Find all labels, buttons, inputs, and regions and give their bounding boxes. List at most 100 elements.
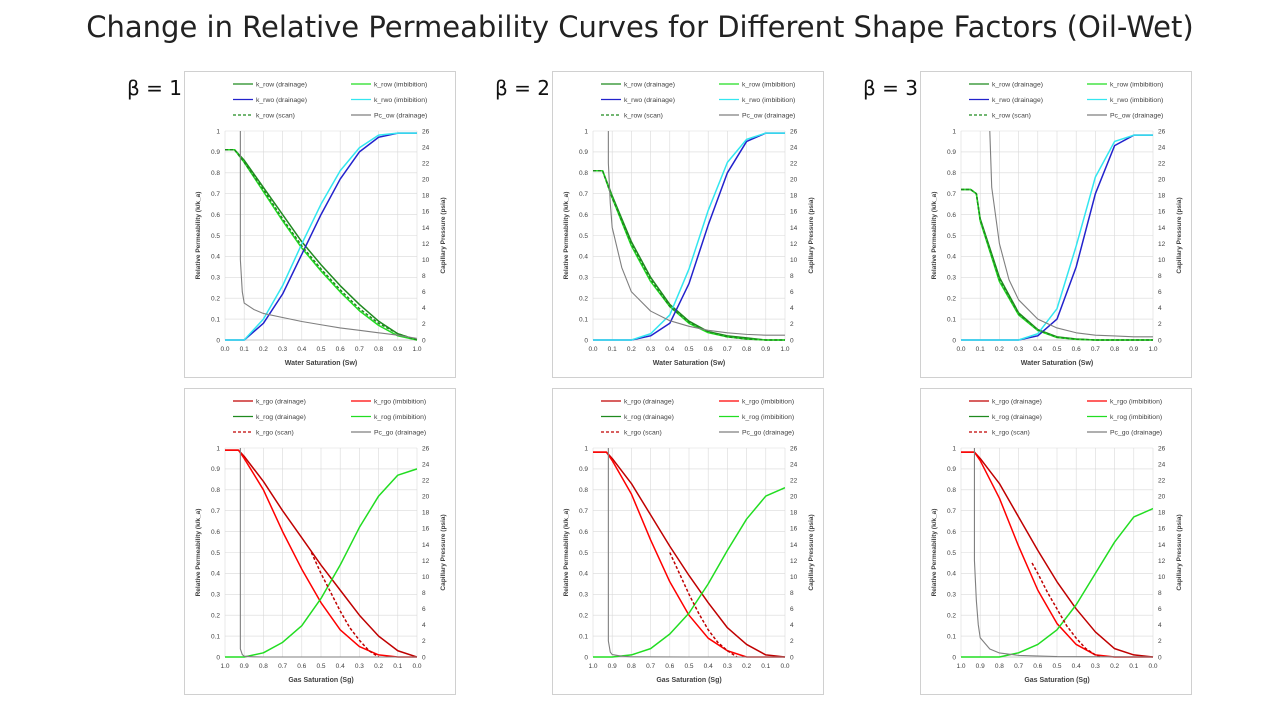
x-axis-title: Water Saturation (Sw) bbox=[653, 360, 725, 367]
x-tick-label: 0.7 bbox=[1014, 663, 1023, 670]
x-tick-label: 0.3 bbox=[278, 346, 287, 353]
x-tick-label: 0.5 bbox=[1052, 346, 1061, 353]
y2-tick-label: 16 bbox=[422, 526, 430, 533]
y2-tick-label: 10 bbox=[1158, 257, 1166, 264]
y2-tick-label: 20 bbox=[790, 494, 798, 501]
y-tick-label: 0 bbox=[952, 337, 956, 344]
y-tick-label: 0.9 bbox=[947, 149, 956, 156]
y2-tick-label: 18 bbox=[422, 193, 430, 200]
x-tick-label: 0.6 bbox=[1033, 663, 1042, 670]
x-tick-label: 0.8 bbox=[742, 346, 751, 353]
y2-tick-label: 22 bbox=[422, 477, 430, 484]
y2-tick-label: 6 bbox=[422, 606, 426, 613]
x-tick-label: 0.6 bbox=[336, 346, 345, 353]
y2-tick-label: 12 bbox=[1158, 558, 1166, 565]
x-tick-label: 0.2 bbox=[627, 346, 636, 353]
legend-label-k-rog-imbibition: k_rog (imbibition) bbox=[1110, 414, 1162, 421]
series-line-pc-go-drainage bbox=[239, 448, 417, 658]
y-tick-label: 0.8 bbox=[579, 487, 588, 494]
y-tick-label: 0.5 bbox=[579, 233, 588, 240]
y2-tick-label: 10 bbox=[422, 574, 430, 581]
x-tick-label: 0.2 bbox=[259, 346, 268, 353]
y2-tick-label: 16 bbox=[790, 209, 798, 216]
series-line-k-rwo-imbibition bbox=[225, 132, 417, 341]
x-tick-label: 0.5 bbox=[316, 346, 325, 353]
y2-tick-label: 18 bbox=[790, 193, 798, 200]
y-tick-label: 0.7 bbox=[947, 191, 956, 198]
x-tick-label: 1.0 bbox=[1148, 346, 1157, 353]
y2-tick-label: 2 bbox=[422, 321, 426, 328]
y2-tick-label: 20 bbox=[1158, 177, 1166, 184]
y-tick-label: 0.1 bbox=[947, 633, 956, 640]
y-tick-label: 0.6 bbox=[211, 212, 220, 219]
x-tick-label: 0.5 bbox=[1052, 663, 1061, 670]
y2-tick-label: 6 bbox=[1158, 606, 1162, 613]
x-tick-label: 0.6 bbox=[665, 663, 674, 670]
y-tick-label: 0 bbox=[584, 337, 588, 344]
y-tick-label: 0.4 bbox=[211, 571, 220, 578]
x-tick-label: 0.2 bbox=[742, 663, 751, 670]
series-line-k-rgo-scan bbox=[1031, 562, 1102, 658]
y2-tick-label: 0 bbox=[790, 654, 794, 661]
y-tick-label: 1 bbox=[216, 445, 220, 452]
x-tick-label: 0.7 bbox=[646, 663, 655, 670]
y-tick-label: 0.5 bbox=[947, 550, 956, 557]
y2-tick-label: 18 bbox=[422, 510, 430, 517]
y-tick-label: 0 bbox=[952, 654, 956, 661]
legend-label-k-row-scan: k_row (scan) bbox=[624, 112, 663, 119]
y2-tick-label: 16 bbox=[422, 209, 430, 216]
series-line-k-row-drainage bbox=[225, 149, 417, 341]
y-axis-title: Relative Permeability (k/k_a) bbox=[563, 192, 570, 280]
y-tick-label: 0.6 bbox=[947, 529, 956, 536]
y2-axis-title: Capillary Pressure (psia) bbox=[808, 514, 815, 590]
y2-tick-label: 14 bbox=[422, 225, 430, 232]
y2-tick-label: 2 bbox=[1158, 638, 1162, 645]
y2-tick-label: 8 bbox=[790, 273, 794, 280]
y2-tick-label: 2 bbox=[1158, 321, 1162, 328]
series-line-k-rog-imbibition bbox=[593, 487, 785, 658]
x-tick-label: 0.8 bbox=[374, 346, 383, 353]
y2-tick-label: 8 bbox=[422, 273, 426, 280]
y2-tick-label: 12 bbox=[1158, 241, 1166, 248]
x-tick-label: 0.6 bbox=[704, 346, 713, 353]
y2-tick-label: 12 bbox=[422, 241, 430, 248]
y-tick-label: 0.2 bbox=[947, 296, 956, 303]
y-axis-title: Relative Permeability (k/k_a) bbox=[563, 509, 570, 597]
y2-tick-label: 4 bbox=[422, 622, 426, 629]
legend-label-k-rgo-imbibition: k_rgo (imbibition) bbox=[374, 398, 426, 405]
y2-tick-label: 22 bbox=[1158, 477, 1166, 484]
x-tick-label: 0.0 bbox=[780, 663, 789, 670]
y2-tick-label: 26 bbox=[1158, 128, 1166, 135]
y2-axis-title: Capillary Pressure (psia) bbox=[808, 197, 815, 273]
y-axis-title: Relative Permeability (k/k_a) bbox=[931, 509, 938, 597]
legend-label-k-rwo-imbibition: k_rwo (imbibition) bbox=[742, 97, 795, 104]
y2-tick-label: 6 bbox=[790, 289, 794, 296]
x-tick-label: 0.1 bbox=[240, 346, 249, 353]
y2-tick-label: 22 bbox=[790, 477, 798, 484]
y-tick-label: 0.3 bbox=[947, 592, 956, 599]
y-tick-label: 0.7 bbox=[579, 191, 588, 198]
y2-tick-label: 6 bbox=[422, 289, 426, 296]
y2-tick-label: 22 bbox=[422, 160, 430, 167]
y-tick-label: 0.8 bbox=[947, 170, 956, 177]
series-line-k-rwo-drainage bbox=[225, 132, 417, 341]
y2-tick-label: 4 bbox=[422, 305, 426, 312]
y-tick-label: 0 bbox=[584, 654, 588, 661]
y-tick-label: 0.7 bbox=[947, 508, 956, 515]
x-tick-label: 0.3 bbox=[355, 663, 364, 670]
x-tick-label: 0.9 bbox=[608, 663, 617, 670]
x-tick-label: 0.0 bbox=[220, 346, 229, 353]
y2-tick-label: 24 bbox=[790, 144, 798, 151]
y-tick-label: 0.2 bbox=[579, 296, 588, 303]
x-tick-label: 0.4 bbox=[297, 346, 306, 353]
y2-tick-label: 18 bbox=[1158, 193, 1166, 200]
y2-tick-label: 4 bbox=[1158, 622, 1162, 629]
y-tick-label: 0.2 bbox=[947, 613, 956, 620]
y2-tick-label: 24 bbox=[422, 461, 430, 468]
y2-tick-label: 26 bbox=[422, 128, 430, 135]
legend-label-k-rwo-drainage: k_rwo (drainage) bbox=[256, 97, 307, 104]
legend-label-k-rog-drainage: k_rog (drainage) bbox=[624, 414, 674, 421]
y2-tick-label: 22 bbox=[790, 160, 798, 167]
y2-tick-label: 16 bbox=[790, 526, 798, 533]
y2-tick-label: 8 bbox=[422, 590, 426, 597]
